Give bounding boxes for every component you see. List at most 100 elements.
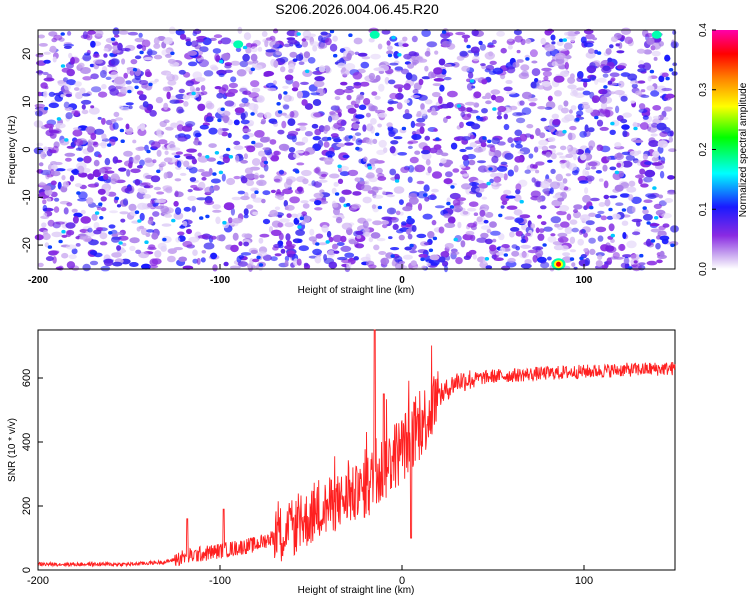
heatmap-cell	[644, 161, 653, 166]
heatmap-cell	[144, 157, 153, 163]
heatmap-cell	[626, 186, 637, 193]
heatmap-cell	[92, 59, 104, 64]
heatmap-cell	[137, 202, 148, 210]
x-tick-label: 100	[576, 275, 593, 286]
heatmap-cell	[585, 51, 596, 59]
heatmap-cell	[642, 153, 649, 160]
heatmap-cell	[256, 112, 265, 118]
heatmap-cell	[74, 138, 84, 146]
heatmap-cell	[646, 85, 655, 91]
heatmap-cell	[432, 83, 442, 87]
heatmap-cell	[646, 37, 655, 45]
heatmap-cell	[282, 104, 290, 110]
heatmap-cell	[365, 253, 371, 260]
heatmap-cell	[387, 53, 393, 58]
heatmap-cell	[283, 200, 288, 207]
heatmap-cell	[273, 28, 279, 34]
heatmap-cell	[664, 198, 674, 203]
heatmap-cell	[637, 80, 646, 84]
heatmap-cell	[132, 67, 138, 72]
heatmap-cell	[547, 95, 553, 102]
heatmap-cell	[573, 209, 578, 213]
heatmap-cell	[579, 131, 587, 138]
heatmap-cell	[245, 179, 255, 186]
heatmap-cell	[460, 240, 466, 248]
heatmap-cell	[538, 228, 545, 234]
heatmap-cell	[228, 82, 238, 89]
heatmap-cell	[58, 239, 63, 244]
heatmap-cell	[251, 158, 261, 166]
heatmap-cell	[378, 139, 387, 148]
heatmap-cell	[431, 219, 437, 226]
heatmap-cell	[462, 211, 469, 215]
heatmap-cell	[290, 213, 299, 218]
heatmap-cell	[90, 105, 95, 109]
heatmap-cell	[447, 90, 458, 98]
heatmap-cell	[50, 191, 58, 198]
heatmap-cell	[176, 124, 184, 132]
heatmap-cell	[53, 161, 63, 166]
heatmap-cell	[642, 115, 649, 120]
heatmap-cell	[132, 139, 137, 144]
heatmap-cell	[314, 200, 322, 206]
heatmap-cell	[65, 112, 73, 120]
heatmap-cell	[560, 70, 569, 78]
heatmap-cell	[65, 222, 76, 229]
heatmap-cell	[200, 91, 208, 96]
heatmap-cell	[192, 249, 198, 256]
heatmap-cell	[263, 70, 275, 77]
heatmap-cell	[394, 179, 400, 183]
heatmap-cell	[44, 123, 55, 129]
heatmap-cell	[97, 188, 106, 195]
heatmap-cell	[259, 233, 270, 238]
heatmap-cell	[333, 250, 340, 254]
heatmap-cell	[104, 157, 111, 166]
colorbar-tick-label: 0.2	[698, 142, 709, 156]
heatmap-cell	[388, 79, 396, 85]
heatmap-cell	[479, 43, 486, 51]
heatmap-cell	[528, 153, 534, 159]
heatmap-cell	[114, 76, 125, 85]
heatmap-cell	[250, 193, 257, 199]
snr-frame	[37, 329, 676, 571]
heatmap-cell	[304, 131, 313, 137]
heatmap-cell	[212, 48, 222, 54]
heatmap-cell	[650, 239, 656, 243]
heatmap-cell	[183, 101, 189, 107]
heatmap-cell	[76, 157, 84, 162]
heatmap-cell	[668, 148, 677, 153]
heatmap-cell	[605, 245, 615, 252]
heatmap-cell	[582, 194, 591, 203]
heatmap-cell	[540, 205, 547, 210]
heatmap-cell	[588, 145, 594, 151]
heatmap-cell	[269, 40, 280, 49]
heatmap-cell	[100, 196, 107, 202]
heatmap-cell	[602, 164, 608, 172]
heatmap-cell	[512, 112, 523, 117]
heatmap-cell	[315, 233, 324, 239]
heatmap-cell	[52, 145, 59, 154]
heatmap-cell	[362, 124, 367, 132]
heatmap-cell	[664, 56, 671, 61]
heatmap-cell	[163, 157, 173, 163]
heatmap-cell	[556, 152, 564, 156]
heatmap-cell	[190, 184, 198, 189]
heatmap-cell	[143, 194, 152, 199]
heatmap-cell	[146, 50, 158, 56]
heatmap-cell	[62, 77, 69, 83]
heatmap-cell	[130, 59, 138, 65]
heatmap-cell	[433, 128, 438, 132]
heatmap-cell	[478, 40, 483, 46]
heatmap-cell	[88, 107, 100, 115]
snr-y-label: SNR (10 * v/v)	[7, 418, 18, 482]
heatmap-cell	[270, 229, 282, 236]
heatmap-cell	[54, 197, 60, 202]
heatmap-cell	[406, 228, 411, 235]
heatmap-cell	[552, 118, 561, 126]
heatmap-cell	[283, 181, 292, 189]
heatmap-cell	[292, 58, 298, 62]
heatmap-cell	[485, 265, 493, 270]
heatmap-cell	[60, 64, 66, 68]
heatmap-cell	[197, 103, 206, 112]
heatmap-cell	[610, 121, 615, 126]
